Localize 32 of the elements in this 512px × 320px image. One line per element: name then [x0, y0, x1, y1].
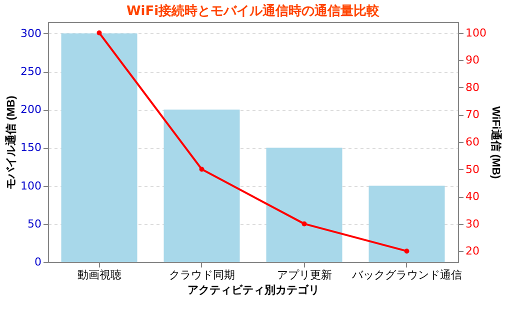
- point: [96, 30, 102, 36]
- y2-tick-label: 40: [466, 190, 480, 204]
- x-tick-label: 動画視聴: [77, 268, 122, 282]
- y-tick-label: 300: [20, 26, 42, 40]
- chart-title: WiFi接続時とモバイル通信時の通信量比較: [126, 3, 381, 19]
- y-tick-label: 200: [20, 103, 42, 116]
- y2-axis-title: WiFi通信 (MB): [489, 106, 502, 180]
- y2-tick-label: 30: [466, 217, 480, 230]
- y2-tick-label: 50: [466, 162, 480, 176]
- point: [404, 248, 410, 254]
- y-tick-label: 150: [20, 141, 42, 154]
- bar: [368, 186, 445, 262]
- bar: [164, 110, 240, 262]
- x-axis-title: アクティビティ別カテゴリ: [188, 284, 320, 296]
- y-tick-label: 0: [34, 256, 42, 268]
- bar: [61, 33, 138, 262]
- y2-tick-label: 100: [466, 26, 486, 40]
- x-tick-label: アプリ更新: [276, 268, 332, 282]
- y-tick-label: 250: [20, 65, 42, 78]
- y-tick-label: 100: [20, 179, 42, 192]
- y2-tick-label: 90: [466, 54, 480, 67]
- bar: [266, 148, 342, 262]
- y2-tick-label: 20: [466, 244, 480, 258]
- point: [302, 221, 307, 226]
- y2-tick-label: 80: [466, 80, 480, 94]
- y2-tick-label: 60: [466, 136, 480, 148]
- y2-tick-label: 70: [466, 108, 480, 122]
- x-tick-label: クラウド同期: [168, 268, 235, 282]
- x-tick-label: バックグラウンド通信: [350, 268, 462, 282]
- point: [199, 166, 204, 172]
- y-axis-title: モバイル通信 (MB): [4, 95, 18, 190]
- y-tick-label: 50: [28, 217, 42, 230]
